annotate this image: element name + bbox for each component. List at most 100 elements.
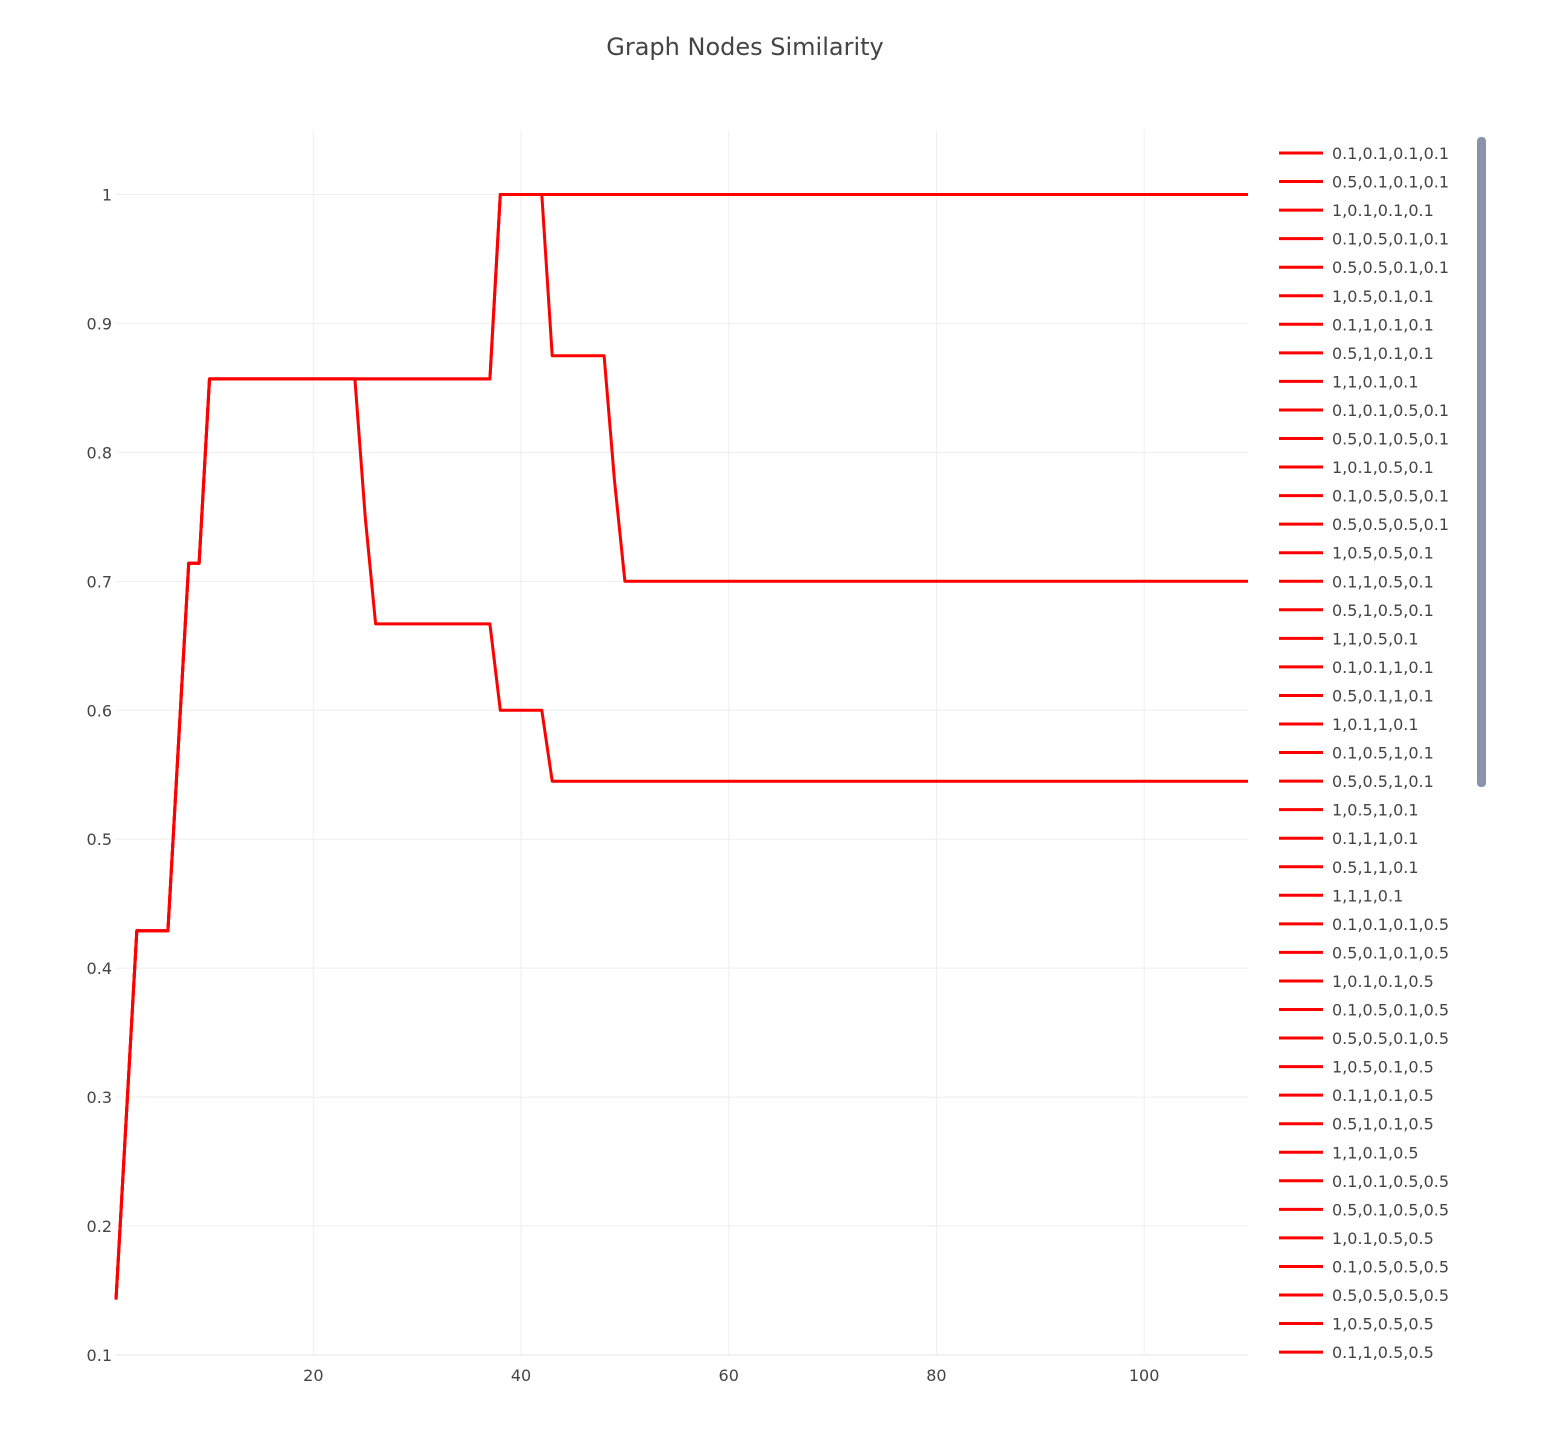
legend-label: 0.5,1,1,0.1: [1332, 858, 1419, 877]
y-axis-ticks: 0.1 0.2 0.3 0.4 0.5 0.6 0.7 0.8 0.9 1: [87, 185, 112, 1365]
legend-label: 1,0.5,0.1,0.5: [1332, 1058, 1434, 1077]
legend-label: 0.5,1,0.1,0.5: [1332, 1115, 1434, 1134]
legend-label: 0.1,1,0.1,0.1: [1332, 315, 1434, 334]
x-tick-label: 20: [303, 1366, 323, 1385]
legend-item[interactable]: 0.1,0.1,1,0.1: [1279, 658, 1434, 677]
legend-label: 0.1,1,1,0.1: [1332, 829, 1419, 848]
legend-label: 1,1,0.1,0.1: [1332, 372, 1419, 391]
legend-label: 0.5,1,0.1,0.1: [1332, 344, 1434, 363]
legend-label: 0.1,0.5,0.5,0.5: [1332, 1257, 1449, 1276]
legend-item[interactable]: 0.1,0.1,0.1,0.1: [1279, 144, 1449, 163]
legend-label: 0.5,0.5,0.5,0.5: [1332, 1286, 1449, 1305]
legend-label: 1,0.1,0.5,0.5: [1332, 1229, 1434, 1248]
x-tick-label: 40: [511, 1366, 531, 1385]
legend-item[interactable]: 0.1,0.1,0.5,0.1: [1279, 401, 1449, 420]
legend-label: 0.5,0.5,1,0.1: [1332, 772, 1434, 791]
x-tick-label: 80: [926, 1366, 946, 1385]
legend-label: 1,1,1,0.1: [1332, 886, 1403, 905]
y-tick-label: 0.6: [87, 701, 112, 720]
legend-item[interactable]: 0.1,0.5,0.1,0.1: [1279, 230, 1449, 249]
series-line: [114, 193, 1248, 1300]
legend-label: 0.5,0.1,0.1,0.1: [1332, 173, 1449, 192]
legend-item[interactable]: 1,1,1,0.1: [1279, 886, 1403, 905]
legend-item[interactable]: 0.1,0.5,0.5,0.5: [1279, 1257, 1449, 1276]
legend-label: 0.5,0.1,0.5,0.5: [1332, 1200, 1449, 1219]
x-axis-ticks: 20 40 60 80 100: [303, 1366, 1159, 1385]
legend-item[interactable]: 1,0.1,0.1,0.5: [1279, 972, 1434, 991]
legend-item[interactable]: 0.1,0.1,0.5,0.5: [1279, 1172, 1449, 1191]
y-tick-label: 0.9: [87, 314, 112, 333]
legend-item[interactable]: 0.5,0.5,1,0.1: [1279, 772, 1434, 791]
legend-item[interactable]: 0.5,1,1,0.1: [1279, 858, 1419, 877]
legend-item[interactable]: 1,0.5,0.5,0.5: [1279, 1315, 1434, 1334]
legend-label: 1,0.1,0.5,0.1: [1332, 458, 1434, 477]
legend-item[interactable]: 0.5,0.5,0.1,0.5: [1279, 1029, 1449, 1048]
series-line: [114, 193, 1248, 1300]
legend-item[interactable]: 0.1,0.5,1,0.1: [1279, 744, 1434, 763]
legend-item[interactable]: 0.1,0.1,0.1,0.5: [1279, 915, 1449, 934]
legend-label: 0.1,0.1,0.1,0.5: [1332, 915, 1449, 934]
legend-label: 0.5,0.1,1,0.1: [1332, 686, 1434, 705]
x-tick-label: 60: [719, 1366, 739, 1385]
legend-item[interactable]: 0.5,0.5,0.5,0.5: [1279, 1286, 1449, 1305]
legend-label: 0.1,0.5,0.1,0.5: [1332, 1001, 1449, 1020]
legend-item[interactable]: 0.5,1,0.1,0.5: [1279, 1115, 1434, 1134]
legend-label: 1,0.5,0.5,0.5: [1332, 1315, 1434, 1334]
legend-label: 0.1,1,0.5,0.5: [1332, 1343, 1434, 1362]
legend-item[interactable]: 0.1,1,0.1,0.1: [1279, 315, 1434, 334]
legend-label: 0.5,0.5,0.1,0.1: [1332, 258, 1449, 277]
legend-item[interactable]: 0.5,0.1,0.1,0.1: [1279, 173, 1449, 192]
legend-label: 0.5,1,0.5,0.1: [1332, 601, 1434, 620]
legend-item[interactable]: 0.5,0.5,0.1,0.1: [1279, 258, 1449, 277]
legend-item[interactable]: 1,1,0.5,0.1: [1279, 629, 1419, 648]
y-tick-label: 0.4: [87, 959, 112, 978]
legend-scrollbar[interactable]: [1477, 137, 1486, 787]
legend-item[interactable]: 1,0.1,0.1,0.1: [1279, 201, 1434, 220]
y-tick-label: 0.2: [87, 1217, 112, 1236]
legend-item[interactable]: 1,1,0.1,0.1: [1279, 372, 1419, 391]
legend-label: 0.1,1,0.5,0.1: [1332, 572, 1434, 591]
legend-item[interactable]: 1,0.5,0.1,0.1: [1279, 287, 1434, 306]
legend-item[interactable]: 1,0.1,0.5,0.1: [1279, 458, 1434, 477]
legend-label: 0.5,0.5,0.5,0.1: [1332, 515, 1449, 534]
legend-item[interactable]: 0.1,1,0.1,0.5: [1279, 1086, 1434, 1105]
legend: 0.1,0.1,0.1,0.1 0.5,0.1,0.1,0.1 1,0.1,0.1,…: [1279, 144, 1449, 1362]
legend-label: 1,0.1,0.1,0.1: [1332, 201, 1434, 220]
legend-item[interactable]: 0.5,0.1,0.5,0.1: [1279, 430, 1449, 449]
legend-item[interactable]: 0.5,0.1,0.5,0.5: [1279, 1200, 1449, 1219]
legend-item[interactable]: 1,0.1,1,0.1: [1279, 715, 1419, 734]
legend-item[interactable]: 1,1,0.1,0.5: [1279, 1143, 1419, 1162]
legend-label: 1,0.1,0.1,0.5: [1332, 972, 1434, 991]
grid: [116, 130, 1248, 1356]
chart-title: Graph Nodes Similarity: [606, 33, 884, 61]
legend-item[interactable]: 1,0.1,0.5,0.5: [1279, 1229, 1434, 1248]
legend-item[interactable]: 0.5,0.1,1,0.1: [1279, 686, 1434, 705]
legend-label: 0.5,0.5,0.1,0.5: [1332, 1029, 1449, 1048]
legend-label: 1,1,0.5,0.1: [1332, 629, 1419, 648]
y-tick-label: 0.5: [87, 830, 112, 849]
legend-label: 0.5,0.1,0.1,0.5: [1332, 943, 1449, 962]
x-tick-label: 100: [1129, 1366, 1160, 1385]
legend-item[interactable]: 0.5,1,0.5,0.1: [1279, 601, 1434, 620]
legend-label: 0.1,0.5,1,0.1: [1332, 744, 1434, 763]
legend-item[interactable]: 0.1,1,0.5,0.5: [1279, 1343, 1434, 1362]
y-tick-label: 0.7: [87, 572, 112, 591]
legend-label: 1,0.5,1,0.1: [1332, 801, 1419, 820]
y-tick-label: 0.8: [87, 443, 112, 462]
legend-label: 0.1,0.5,0.1,0.1: [1332, 230, 1449, 249]
y-tick-label: 0.1: [87, 1346, 112, 1365]
legend-item[interactable]: 0.5,1,0.1,0.1: [1279, 344, 1434, 363]
legend-label: 0.1,0.1,0.5,0.1: [1332, 401, 1449, 420]
legend-item[interactable]: 1,0.5,0.1,0.5: [1279, 1058, 1434, 1077]
legend-item[interactable]: 0.5,0.1,0.1,0.5: [1279, 943, 1449, 962]
legend-label: 0.1,1,0.1,0.5: [1332, 1086, 1434, 1105]
legend-label: 0.1,0.1,1,0.1: [1332, 658, 1434, 677]
legend-item[interactable]: 0.1,1,1,0.1: [1279, 829, 1419, 848]
legend-item[interactable]: 0.1,0.5,0.1,0.5: [1279, 1001, 1449, 1020]
legend-item[interactable]: 0.5,0.5,0.5,0.1: [1279, 515, 1449, 534]
legend-item[interactable]: 1,0.5,0.5,0.1: [1279, 544, 1434, 563]
legend-item[interactable]: 1,0.5,1,0.1: [1279, 801, 1419, 820]
legend-item[interactable]: 0.1,0.5,0.5,0.1: [1279, 487, 1449, 506]
legend-item[interactable]: 0.1,1,0.5,0.1: [1279, 572, 1434, 591]
